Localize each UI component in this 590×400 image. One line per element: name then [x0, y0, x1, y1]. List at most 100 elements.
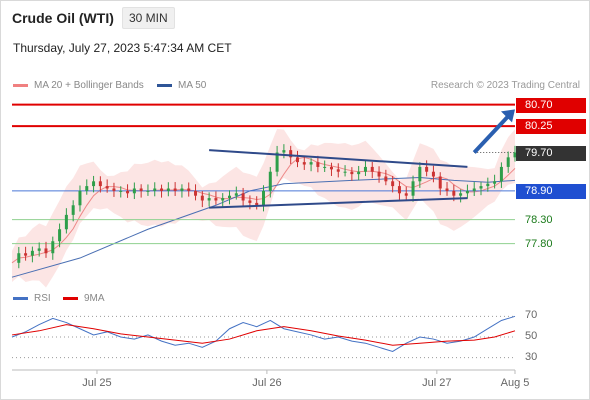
candle-body	[404, 193, 408, 196]
candle-body	[391, 181, 395, 187]
candle-body	[445, 188, 449, 191]
candle-body	[323, 166, 327, 168]
candle-body	[58, 229, 62, 242]
candle-body	[24, 253, 28, 256]
instrument-title: Crude Oil (WTI)	[12, 10, 114, 26]
candle-body	[214, 198, 218, 201]
candle-body	[126, 190, 130, 194]
candle-body	[85, 186, 89, 191]
candle-body	[105, 186, 109, 189]
candle-body	[479, 186, 483, 189]
candle-body	[30, 250, 34, 256]
9ma-swatch	[63, 297, 78, 300]
candle-body	[221, 198, 225, 201]
candle-body	[153, 188, 157, 191]
candle-body	[166, 188, 170, 191]
candle-body	[370, 166, 374, 172]
candle-body	[336, 169, 340, 172]
legend-rsi: RSI	[13, 293, 51, 304]
level-label-78-90: 78.90	[516, 183, 586, 199]
candle-body	[37, 248, 41, 251]
candle-body	[289, 150, 293, 158]
candle-body	[255, 202, 259, 206]
candle-body	[452, 190, 456, 196]
candle-body	[295, 157, 299, 163]
candle-body	[180, 188, 184, 191]
candle-body	[431, 171, 435, 177]
rsi-9ma-line	[11, 324, 516, 346]
candle-body	[268, 171, 272, 191]
candle-body	[64, 214, 68, 230]
candle-body	[384, 176, 388, 182]
candle-body	[71, 205, 75, 215]
candle-body	[316, 162, 320, 167]
candle-body	[132, 188, 136, 194]
candle-body	[207, 198, 211, 201]
candle-body	[241, 193, 245, 201]
legend-ma50: MA 50	[157, 80, 206, 91]
rsi-swatch	[13, 297, 28, 300]
legend-label: MA 50	[178, 80, 207, 91]
candle-body	[499, 166, 503, 182]
candle-body	[411, 181, 415, 196]
rsi-tick-label: 70	[525, 309, 538, 322]
level-label-78-30: 78.30	[525, 213, 553, 226]
candle-body	[418, 166, 422, 182]
candle-body	[486, 183, 490, 187]
projection-arrow-head	[501, 109, 515, 123]
legend-label: MA 20 + Bollinger Bands	[34, 80, 144, 91]
x-tick-label: Jul 26	[252, 377, 282, 389]
candle-body	[309, 162, 313, 165]
legend-label: 9MA	[84, 293, 105, 304]
candle-body	[350, 171, 354, 175]
ma50-line	[11, 176, 516, 278]
candle-body	[234, 193, 238, 196]
candle-body	[397, 186, 401, 194]
candle-body	[51, 241, 55, 254]
candle-body	[160, 188, 164, 191]
candle-body	[513, 152, 517, 158]
candle-body	[92, 181, 96, 187]
candle-body	[200, 195, 204, 201]
candle-body	[438, 176, 442, 189]
candle-body	[275, 152, 279, 172]
candle-body	[248, 200, 252, 203]
candle-body	[187, 188, 191, 191]
candle-body	[465, 190, 469, 194]
timestamp: Thursday, July 27, 2023 5:47:34 AM CET	[13, 41, 232, 55]
candle-body	[194, 190, 198, 196]
candle-body	[343, 171, 347, 173]
candle-body	[44, 248, 48, 254]
x-tick-label: Jul 25	[82, 377, 112, 389]
candle-body	[78, 190, 82, 206]
timeframe-badge[interactable]: 30 MIN	[122, 7, 175, 29]
candle-body	[228, 195, 232, 199]
level-label-80-70: 80.70	[516, 97, 586, 113]
candle-body	[119, 190, 123, 192]
credit-text: Research © 2023 Trading Central	[430, 80, 580, 91]
candle-body	[493, 181, 497, 184]
ma20-swatch	[13, 84, 28, 87]
candle-body	[329, 166, 333, 170]
projection-arrow-shaft	[472, 114, 511, 154]
candle-body	[98, 181, 102, 187]
level-label-79-70: 79.70	[516, 145, 586, 161]
candle-body	[112, 188, 116, 191]
candle-body	[17, 253, 21, 263]
resistance-trendline	[209, 149, 468, 168]
candle-body	[425, 166, 429, 172]
legend-9ma: 9MA	[63, 293, 105, 304]
candle-body	[146, 190, 150, 192]
candle-body	[173, 188, 177, 191]
rsi-tick-label: 50	[525, 330, 538, 342]
support-trendline	[209, 197, 468, 209]
candle-body	[363, 166, 367, 172]
level-label-80-25: 80.25	[516, 119, 586, 135]
candle-body	[282, 150, 286, 153]
rsi-line	[11, 315, 516, 353]
x-tick-label: Aug 5	[500, 377, 530, 389]
x-tick-label: Jul 27	[422, 377, 452, 389]
level-label-77-80: 77.80	[525, 237, 553, 250]
candle-body	[459, 193, 463, 196]
